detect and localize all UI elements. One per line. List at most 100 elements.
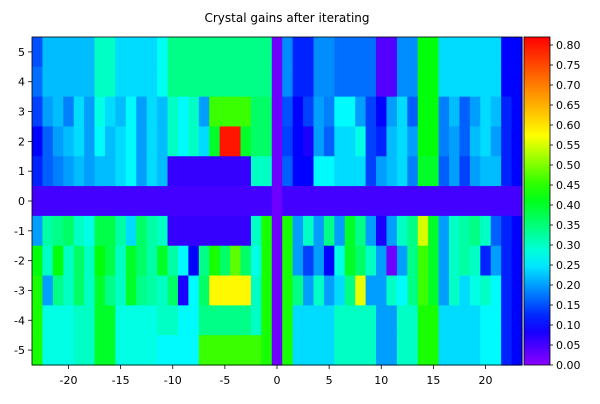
heatmap-cell: [344, 305, 356, 336]
heatmap-cell: [417, 126, 429, 157]
heatmap-cell: [52, 156, 64, 187]
heatmap-cell: [407, 186, 419, 217]
heatmap-cell: [355, 156, 367, 187]
heatmap-cell: [63, 215, 75, 247]
heatmap-cell: [469, 96, 481, 128]
heatmap-cell: [188, 305, 200, 336]
heatmap-cell: [365, 96, 377, 128]
heatmap-cell: [125, 126, 137, 157]
heatmap-cell: [177, 215, 189, 247]
heatmap-cell: [42, 305, 54, 336]
heatmap-cell: [167, 305, 179, 336]
heatmap-cell: [167, 335, 179, 366]
heatmap-cell: [94, 156, 106, 187]
heatmap-cell: [104, 126, 117, 157]
heatmap-cell: [63, 66, 75, 98]
heatmap-cell: [376, 126, 388, 157]
heatmap-cell: [313, 275, 325, 306]
heatmap-cell: [396, 335, 408, 366]
heatmap-cell: [42, 275, 54, 306]
heatmap-cell: [449, 186, 461, 217]
heatmap-cell: [52, 335, 64, 366]
heatmap-cell: [104, 275, 117, 306]
colorbar-tick-label: 0.65: [556, 99, 581, 112]
heatmap-cell: [94, 215, 106, 247]
heatmap-cell: [52, 186, 64, 217]
y-tick-label: 4: [18, 76, 25, 89]
heatmap-cell: [323, 215, 335, 247]
heatmap-cell: [449, 126, 461, 157]
heatmap-cell: [84, 275, 96, 306]
heatmap-cell: [52, 37, 64, 68]
heatmap-cell: [198, 305, 210, 336]
heatmap-cell: [115, 96, 127, 128]
heatmap-cell: [490, 275, 502, 306]
heatmap-cell: [125, 275, 137, 306]
heatmap-cell: [344, 37, 356, 68]
heatmap-cell: [292, 186, 304, 217]
heatmap-cell: [198, 37, 210, 68]
heatmap-cell: [501, 96, 513, 128]
heatmap-cell: [428, 245, 440, 277]
colorbar-tick-label: 0.05: [556, 339, 581, 352]
heatmap-cell: [177, 126, 189, 157]
heatmap-cell: [511, 66, 523, 98]
colorbar-tick-label: 0.70: [556, 79, 581, 92]
heatmap-cell: [469, 126, 481, 157]
heatmap-cell: [417, 96, 429, 128]
heatmap-cell: [125, 156, 137, 187]
heatmap-cell: [219, 66, 231, 98]
heatmap-cell: [177, 245, 189, 277]
heatmap-cell: [417, 335, 429, 366]
heatmap-cell: [469, 215, 481, 247]
heatmap-cell: [250, 66, 262, 98]
heatmap-cell: [230, 335, 242, 366]
heatmap-cell: [469, 275, 481, 306]
heatmap-cell: [32, 186, 44, 217]
heatmap-cell: [428, 186, 440, 217]
heatmap-cell: [355, 305, 367, 336]
heatmap-cell: [167, 245, 179, 277]
heatmap-cell: [146, 275, 158, 306]
heatmap-cell: [240, 186, 252, 217]
heatmap-cell: [407, 156, 419, 187]
heatmap-cell: [501, 275, 513, 306]
heatmap-cell: [365, 126, 377, 157]
heatmap-cell: [271, 37, 283, 68]
heatmap-cell: [292, 275, 304, 306]
heatmap-cell: [292, 156, 304, 187]
x-tick-label: 5: [326, 374, 333, 387]
heatmap-cell: [407, 126, 419, 157]
heatmap-cell: [136, 96, 148, 128]
heatmap-cell: [323, 305, 335, 336]
heatmap-cell: [396, 96, 408, 128]
heatmap-cell: [459, 186, 471, 217]
heatmap-cell: [323, 37, 335, 68]
heatmap-cell: [271, 305, 283, 336]
heatmap-cell: [84, 305, 96, 336]
heatmap-cell: [396, 186, 408, 217]
heatmap-cell: [365, 275, 377, 306]
heatmap-cell: [428, 126, 440, 157]
heatmap-cell: [376, 305, 388, 336]
heatmap-cell: [261, 245, 273, 277]
heatmap-cell: [438, 186, 450, 217]
colorbar: [523, 36, 551, 366]
heatmap-cell: [396, 305, 408, 336]
heatmap-cell: [250, 126, 262, 157]
colorbar-tick-label: 0.15: [556, 299, 581, 312]
heatmap-cell: [250, 96, 262, 128]
heatmap-cell: [261, 156, 273, 187]
heatmap-cell: [365, 215, 377, 247]
heatmap-cell: [219, 215, 231, 247]
heatmap-cell: [115, 126, 127, 157]
heatmap-cell: [438, 66, 450, 98]
heatmap-cell: [480, 156, 492, 187]
heatmap-cell: [334, 37, 346, 68]
heatmap-cell: [32, 126, 44, 157]
heatmap-cell: [292, 96, 304, 128]
heatmap-cell: [261, 215, 273, 247]
heatmap-cell: [490, 215, 502, 247]
heatmap-cell: [240, 96, 252, 128]
heatmap-cell: [355, 335, 367, 366]
